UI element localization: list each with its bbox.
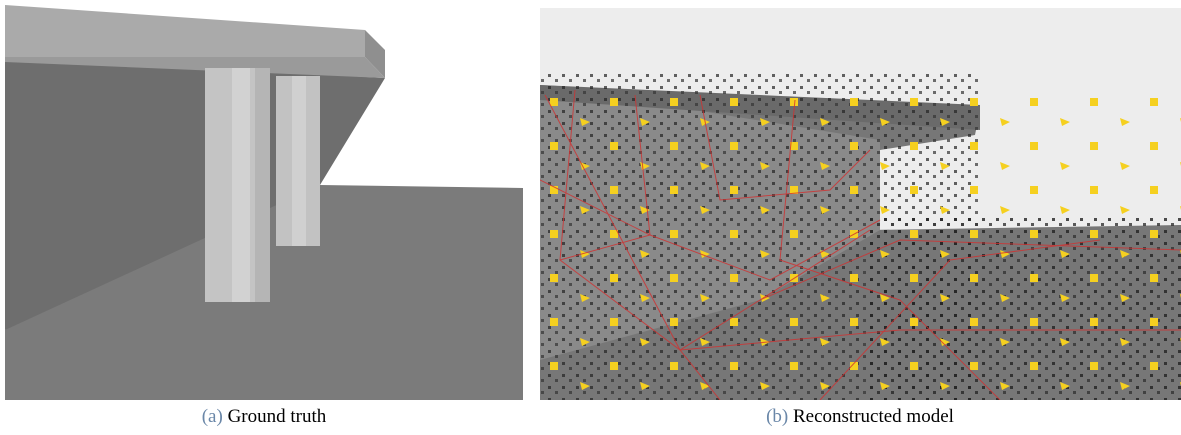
figure-images — [0, 0, 1181, 405]
caption: (a) Ground truth — [202, 406, 327, 428]
caption-label: (b) — [766, 406, 788, 427]
reconstruction-image — [540, 8, 1181, 400]
caption-label: (a) — [202, 406, 223, 427]
ground-truth-image — [5, 0, 523, 400]
figure: (a) Ground truth (b) Reconstructed model — [0, 0, 1181, 435]
caption-text: Reconstructed model — [793, 406, 954, 427]
caption-text: Ground truth — [228, 406, 327, 427]
caption: (b) Reconstructed model — [766, 406, 954, 428]
